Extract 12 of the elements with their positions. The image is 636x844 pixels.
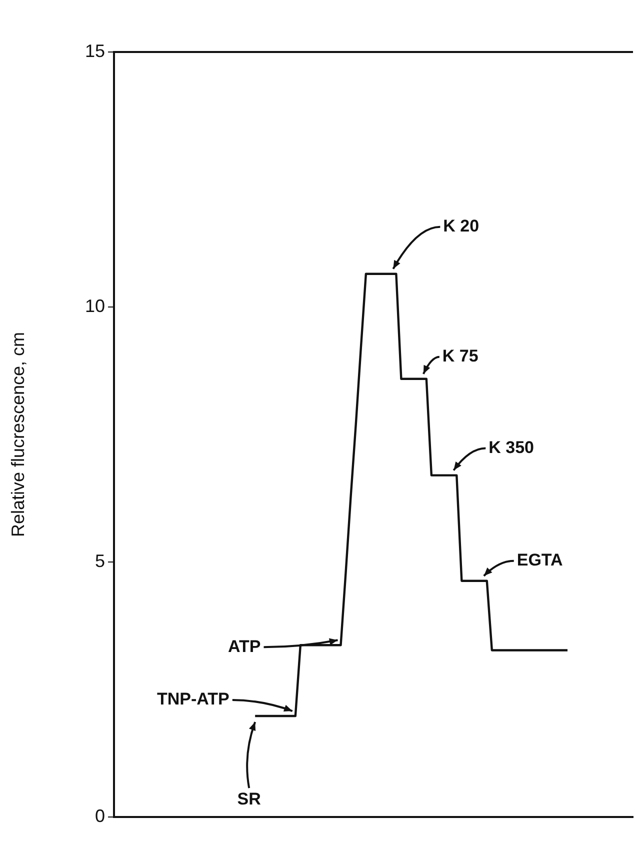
y-tick-label: 15 [84,40,105,61]
annotation: EGTA [516,550,563,570]
y-tick-label: 10 [84,296,105,316]
annotation: K 75 [442,346,478,366]
y-tick-label: 5 [94,550,105,571]
annotation: ATP [228,636,261,656]
annotation: K 350 [488,438,534,457]
annotation: SR [237,790,261,809]
y-axis-title: Relative flucrescence, cm [8,332,28,538]
y-tick-label: 0 [94,806,105,826]
annotation: K 20 [443,216,480,236]
annotation: TNP-ATP [156,690,230,709]
